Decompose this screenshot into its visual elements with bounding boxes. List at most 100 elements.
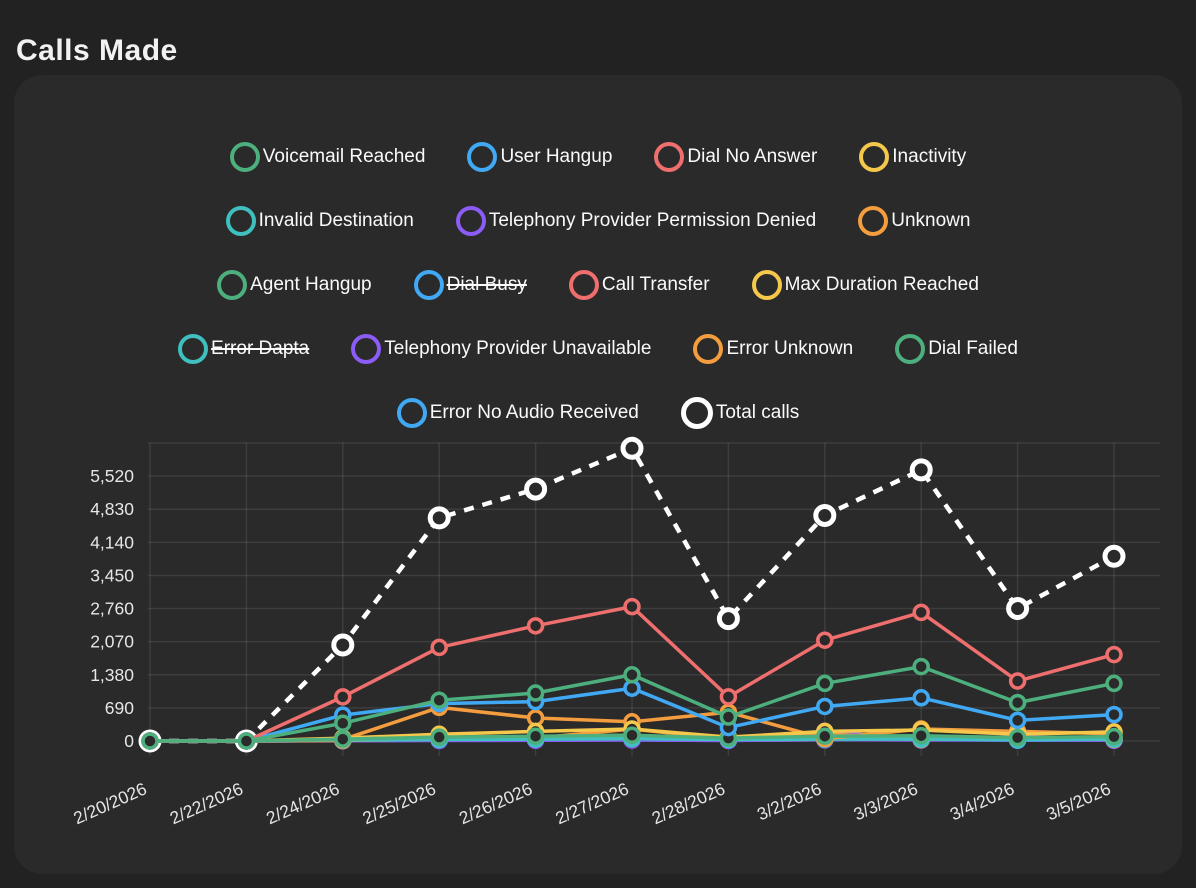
data-point-total-calls[interactable] [716, 607, 740, 631]
data-point-dial-no-answer[interactable] [623, 597, 641, 616]
legend-ring-icon [467, 142, 498, 172]
data-point-dial-no-answer[interactable] [430, 638, 448, 657]
data-point-voicemail-reached[interactable] [141, 732, 159, 750]
legend-ring-icon [693, 334, 724, 364]
legend-item-inactivity[interactable]: Inactivity [859, 142, 966, 172]
legend-ring-icon [654, 142, 685, 172]
data-point-agent-hangup[interactable] [430, 728, 448, 746]
data-point-agent-hangup[interactable] [1008, 728, 1027, 747]
data-point-user-hangup[interactable] [1105, 705, 1123, 724]
y-axis-tick: 5,520 [90, 466, 134, 486]
data-point-dial-no-answer[interactable] [334, 688, 352, 706]
data-point-agent-hangup[interactable] [912, 726, 930, 745]
data-point-voicemail-reached[interactable] [816, 674, 834, 693]
x-axis-tick: 2/20/2026 [70, 778, 149, 828]
data-point-user-hangup[interactable] [1008, 711, 1027, 730]
legend-row: Error Dapta Telephony Provider Unavailabl… [14, 329, 1182, 369]
legend-item-unknown[interactable]: Unknown [858, 206, 970, 236]
legend-label: Unknown [891, 210, 971, 231]
legend: Voicemail Reached User Hangup Dial No Answ… [14, 137, 1182, 433]
legend-label: Max Duration Reached [784, 274, 979, 295]
y-axis-tick: 2,760 [90, 599, 134, 619]
data-point-agent-hangup[interactable] [816, 727, 834, 745]
legend-item-error-unknown[interactable]: Error Unknown [693, 334, 853, 364]
data-point-dial-no-answer[interactable] [526, 617, 545, 635]
legend-row: Voicemail Reached User Hangup Dial No Answ… [14, 137, 1182, 177]
legend-item-error-no-audio-received[interactable]: Error No Audio Received [396, 398, 639, 428]
data-point-total-calls[interactable] [331, 633, 355, 657]
legend-ring-icon [351, 334, 382, 364]
data-point-dial-no-answer[interactable] [816, 631, 834, 649]
x-axis-tick: 3/5/2026 [1043, 778, 1113, 824]
x-axis-tick: 3/2/2026 [754, 778, 824, 824]
legend-ring-icon [895, 334, 926, 364]
legend-ring-icon [178, 334, 209, 364]
legend-label: Voicemail Reached [262, 146, 426, 167]
legend-label: Error No Audio Received [429, 402, 639, 423]
legend-label: Dial No Answer [687, 146, 818, 167]
data-point-voicemail-reached[interactable] [1008, 693, 1027, 712]
x-axis-tick: 2/24/2026 [263, 778, 342, 828]
legend-label: Error Dapta [211, 338, 310, 359]
legend-item-call-transfer[interactable]: Call Transfer [568, 270, 710, 300]
data-point-voicemail-reached[interactable] [430, 691, 448, 709]
legend-item-telephony-provider-permission-denied[interactable]: Telephony Provider Permission Denied [455, 206, 817, 236]
data-point-agent-hangup[interactable] [334, 730, 352, 748]
legend-item-total-calls[interactable]: Total calls [680, 397, 799, 429]
data-point-voicemail-reached[interactable] [1105, 674, 1123, 693]
data-point-total-calls[interactable] [1102, 544, 1126, 568]
data-point-total-calls[interactable] [427, 506, 451, 530]
legend-item-voicemail-reached[interactable]: Voicemail Reached [229, 142, 426, 172]
legend-label: Call Transfer [601, 274, 710, 295]
legend-ring-icon [225, 206, 256, 236]
data-point-total-calls[interactable] [1006, 597, 1030, 621]
data-point-voicemail-reached[interactable] [719, 708, 738, 726]
y-axis-tick: 3,450 [90, 565, 134, 585]
data-point-total-calls[interactable] [909, 458, 933, 482]
data-point-voicemail-reached[interactable] [237, 732, 256, 750]
data-point-total-calls[interactable] [524, 477, 548, 501]
data-point-dial-no-answer[interactable] [1008, 672, 1027, 690]
legend-item-error-dapta[interactable]: Error Dapta [178, 334, 309, 364]
x-axis-tick: 2/27/2026 [552, 778, 631, 828]
legend-row: Error No Audio Received Total calls [14, 393, 1182, 433]
data-point-user-hangup[interactable] [912, 689, 930, 707]
data-point-voicemail-reached[interactable] [526, 684, 545, 702]
x-axis-tick: 3/4/2026 [947, 778, 1017, 824]
data-point-voicemail-reached[interactable] [623, 666, 641, 684]
legend-item-max-duration-reached[interactable]: Max Duration Reached [751, 270, 979, 300]
data-point-user-hangup[interactable] [816, 697, 834, 716]
y-axis-tick: 4,140 [90, 532, 134, 552]
legend-item-dial-busy[interactable]: Dial Busy [413, 270, 527, 300]
data-point-voicemail-reached[interactable] [334, 714, 352, 732]
legend-item-agent-hangup[interactable]: Agent Hangup [217, 270, 372, 300]
legend-ring-icon [568, 270, 599, 300]
legend-label: Error Unknown [726, 338, 854, 359]
calls-made-chart: 0 690 1,380 2,070 2,760 3,450 4,140 4,830 5,520 2… [70, 436, 1160, 828]
legend-label: Dial Busy [446, 274, 527, 295]
y-axis-tick: 2,070 [90, 632, 134, 652]
data-point-agent-hangup[interactable] [1105, 727, 1123, 746]
legend-label: Invalid Destination [258, 210, 414, 231]
x-axis-tick: 2/26/2026 [456, 778, 535, 828]
data-point-agent-hangup[interactable] [623, 726, 641, 744]
legend-item-dial-no-answer[interactable]: Dial No Answer [654, 142, 817, 172]
legend-item-invalid-destination[interactable]: Invalid Destination [225, 206, 414, 236]
data-point-total-calls[interactable] [620, 436, 644, 460]
legend-ring-icon [858, 206, 889, 236]
x-axis-tick: 2/22/2026 [167, 778, 246, 828]
data-point-dial-no-answer[interactable] [1105, 645, 1123, 664]
legend-item-telephony-provider-unavailable[interactable]: Telephony Provider Unavailable [351, 334, 651, 364]
data-point-dial-no-answer[interactable] [719, 688, 738, 706]
data-point-dial-no-answer[interactable] [912, 603, 930, 622]
data-point-total-calls[interactable] [813, 503, 837, 527]
legend-label: Telephony Provider Unavailable [384, 338, 652, 359]
x-axis-tick: 3/3/2026 [850, 778, 920, 824]
legend-ring-icon [217, 270, 248, 300]
data-point-agent-hangup[interactable] [526, 727, 545, 745]
legend-label: Telephony Provider Permission Denied [488, 210, 817, 231]
legend-ring-icon [413, 270, 444, 300]
legend-item-dial-failed[interactable]: Dial Failed [895, 334, 1018, 364]
legend-item-user-hangup[interactable]: User Hangup [467, 142, 612, 172]
data-point-voicemail-reached[interactable] [912, 657, 930, 676]
